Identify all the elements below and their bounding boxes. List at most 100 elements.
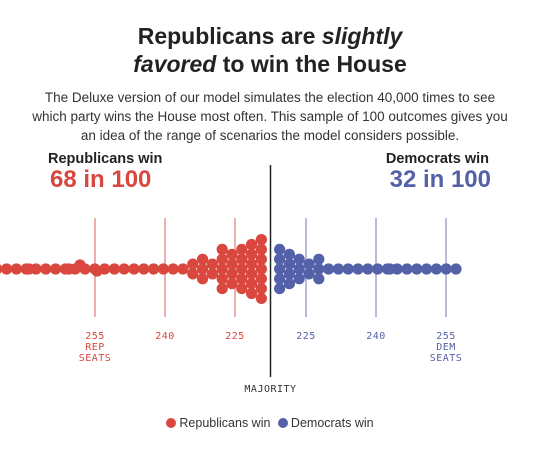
dem-outcome-dot (293, 273, 305, 285)
rep-outcome-dot (246, 258, 258, 270)
dem-outcome-dot (274, 273, 286, 285)
title-line-1: Republicans are slightly (0, 22, 540, 50)
dem-outcome-dot (313, 263, 325, 275)
dem-outcome-dot (362, 263, 374, 275)
rep-outcome-dot (236, 263, 248, 275)
rep-outcome-dot (23, 263, 35, 275)
legend-swatch-rep (166, 418, 177, 428)
rep-outcome-dot (226, 278, 238, 290)
rep-outcome-dot (108, 263, 120, 275)
dem-outcome-dot (384, 263, 396, 275)
rep-outcome-dot (1, 263, 13, 275)
rep-outcome-dot (206, 268, 218, 280)
dem-outcome-dot (352, 263, 364, 275)
tick-label: 240 (155, 331, 175, 342)
rep-outcome-dot (226, 258, 238, 270)
legend-item-rep: Republicans win (166, 416, 270, 430)
chart-subtitle: The Deluxe version of our model simulate… (32, 90, 508, 143)
dem-outcome-dot (372, 263, 384, 275)
rep-win-count: 68 in 100 (50, 166, 152, 193)
rep-outcome-dot (167, 263, 179, 275)
title-part: to win the House (216, 51, 407, 77)
dem-outcome-dot (430, 263, 442, 275)
rep-outcome-dot (255, 243, 267, 255)
tick-label: SEATS (79, 353, 112, 364)
rep-outcome-dot (216, 273, 228, 285)
rep-outcome-dot (216, 253, 228, 265)
rep-outcome-dot (226, 248, 238, 260)
rep-outcome-dot (246, 238, 258, 251)
rep-outcome-dot (10, 263, 22, 275)
rep-outcome-dot (197, 253, 209, 265)
rep-outcome-dot (216, 283, 228, 295)
rep-outcome-dot (246, 268, 258, 280)
dem-outcome-dot (283, 268, 295, 280)
rep-outcome-dot (118, 263, 130, 275)
tick-label: 240 (366, 331, 386, 342)
dem-outcome-dot (313, 273, 325, 285)
chart-title: Republicans are slightly favored to win … (0, 22, 540, 78)
rep-outcome-dot (187, 258, 199, 270)
rep-outcome-dot (138, 263, 150, 275)
dem-outcome-dot (274, 283, 286, 295)
dem-outcome-dot (293, 263, 305, 275)
rep-outcome-dot (255, 283, 267, 295)
rep-outcome-dot (0, 264, 3, 274)
rep-outcome-dot (50, 263, 62, 275)
legend-label-rep: Republicans win (179, 416, 271, 430)
tick-label: DEM (436, 342, 456, 353)
dem-outcome-dot (421, 263, 433, 275)
dem-outcome-dot (274, 253, 286, 265)
majority-label: MAJORITY (244, 384, 296, 395)
rep-outcome-dot (40, 263, 52, 275)
dem-outcome-dot (332, 263, 344, 275)
rep-outcome-dot (216, 243, 228, 255)
legend-swatch-dem (277, 418, 288, 428)
rep-outcome-dot (255, 292, 267, 304)
dem-win-count: 32 in 100 (389, 166, 491, 193)
dem-outcome-dot (283, 278, 295, 290)
rep-outcome-dot (187, 268, 199, 280)
rep-outcome-dot (216, 263, 228, 275)
dem-win-label: Democrats win (385, 151, 489, 167)
dem-outcome-dot (313, 253, 325, 265)
rep-outcome-dot (236, 273, 248, 285)
dem-outcome-dot (283, 258, 295, 270)
title-emphasis: slightly (321, 23, 403, 49)
rep-outcome-dot (236, 283, 248, 295)
tick-label: 255 (85, 331, 105, 342)
rep-outcome-dot (255, 273, 267, 285)
title-emphasis: favored (133, 51, 217, 77)
legend-item-dem: Democrats win (277, 416, 374, 430)
rep-outcome-dot (177, 263, 189, 275)
rep-outcome-dot (197, 263, 209, 275)
dem-outcome-dot (274, 263, 286, 275)
dem-outcome-dot (303, 258, 315, 270)
tick-label: SEATS (430, 353, 463, 364)
rep-outcome-dot (128, 263, 140, 275)
dem-outcome-dot (401, 263, 413, 275)
rep-outcome-dot (74, 259, 86, 271)
dem-outcome-dot (411, 263, 423, 275)
legend-label-dem: Democrats win (290, 416, 374, 430)
rep-outcome-dot (255, 234, 267, 246)
rep-outcome-dot (246, 248, 258, 260)
rep-outcome-dot (157, 263, 169, 275)
rep-outcome-dot (63, 263, 75, 275)
title-line-2: favored to win the House (0, 50, 540, 78)
dem-outcome-dot (283, 248, 295, 260)
dem-outcome-dot (440, 263, 452, 275)
dem-outcome-dot (303, 268, 315, 280)
chart-legend: Republicans win Democrats win (0, 416, 540, 430)
rep-outcome-dot (148, 263, 160, 275)
title-part: Republicans are (137, 23, 322, 49)
rep-outcome-dot (206, 258, 218, 270)
dem-outcome-dot (323, 263, 335, 275)
rep-outcome-dot (226, 268, 238, 280)
rep-outcome-dot (236, 253, 248, 265)
rep-outcome-dot (236, 243, 248, 255)
rep-outcome-dot (246, 287, 258, 300)
tick-label: 225 (225, 331, 245, 342)
rep-outcome-dot (246, 278, 258, 290)
